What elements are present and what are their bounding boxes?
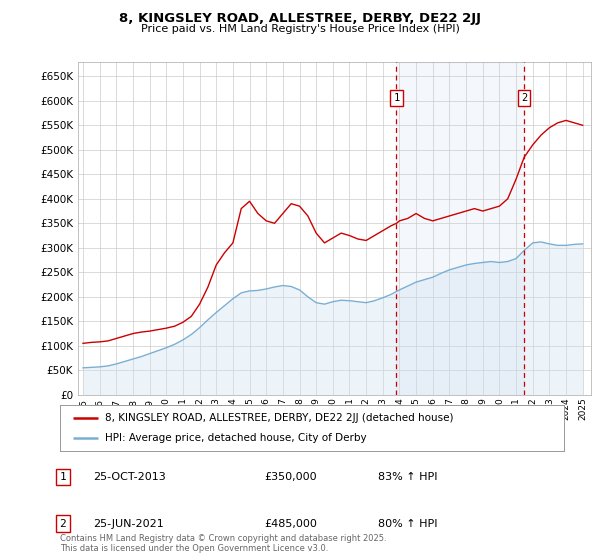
Text: 25-OCT-2013: 25-OCT-2013 — [93, 472, 166, 482]
Text: HPI: Average price, detached house, City of Derby: HPI: Average price, detached house, City… — [106, 433, 367, 444]
Text: 1: 1 — [394, 94, 400, 104]
Text: 2: 2 — [521, 94, 527, 104]
Text: 83% ↑ HPI: 83% ↑ HPI — [378, 472, 437, 482]
Text: Contains HM Land Registry data © Crown copyright and database right 2025.
This d: Contains HM Land Registry data © Crown c… — [60, 534, 386, 553]
Text: £485,000: £485,000 — [264, 519, 317, 529]
Text: 80% ↑ HPI: 80% ↑ HPI — [378, 519, 437, 529]
Text: 1: 1 — [59, 472, 67, 482]
Text: £350,000: £350,000 — [264, 472, 317, 482]
Text: 8, KINGSLEY ROAD, ALLESTREE, DERBY, DE22 2JJ: 8, KINGSLEY ROAD, ALLESTREE, DERBY, DE22… — [119, 12, 481, 25]
Text: 25-JUN-2021: 25-JUN-2021 — [93, 519, 164, 529]
Text: 8, KINGSLEY ROAD, ALLESTREE, DERBY, DE22 2JJ (detached house): 8, KINGSLEY ROAD, ALLESTREE, DERBY, DE22… — [106, 413, 454, 423]
Bar — [397, 62, 524, 395]
Text: Price paid vs. HM Land Registry's House Price Index (HPI): Price paid vs. HM Land Registry's House … — [140, 24, 460, 34]
Text: 2: 2 — [59, 519, 67, 529]
